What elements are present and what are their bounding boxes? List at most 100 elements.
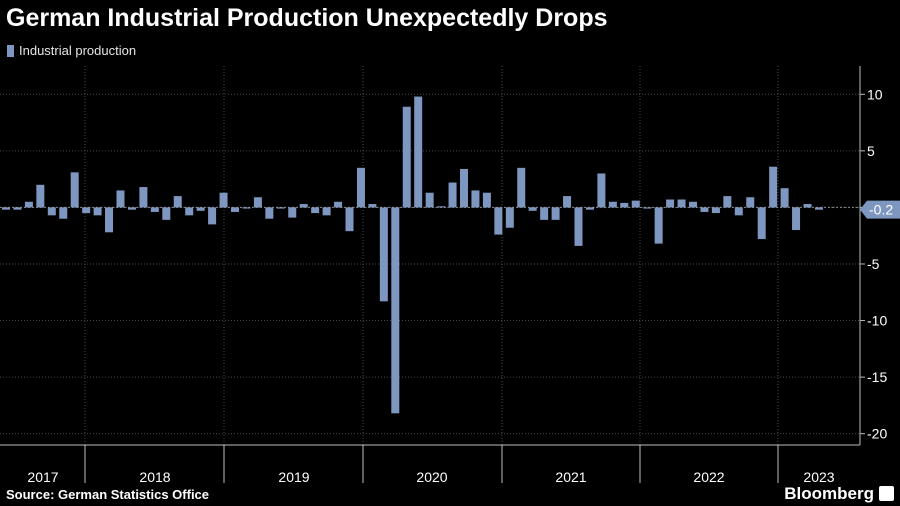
bar — [334, 201, 343, 208]
bar — [276, 207, 285, 209]
bar — [585, 207, 594, 210]
bar — [448, 182, 457, 208]
bar — [127, 207, 136, 210]
x-tick-label: 2017 — [27, 469, 58, 485]
bar — [631, 200, 640, 208]
bar — [242, 207, 251, 209]
bar — [345, 207, 354, 232]
bar — [288, 207, 297, 218]
bar — [139, 187, 148, 208]
bar — [460, 168, 468, 208]
bar — [689, 201, 697, 208]
bar — [208, 207, 217, 225]
bar — [150, 207, 159, 212]
bar — [82, 207, 91, 214]
y-tick-label: 5 — [867, 143, 875, 159]
bar — [265, 207, 274, 219]
bar — [677, 199, 686, 208]
source-note: Source: German Statistics Office — [6, 487, 210, 502]
bar — [482, 192, 491, 208]
bar — [36, 184, 45, 208]
y-tick-label: -10 — [867, 313, 887, 329]
bloomberg-logo-icon — [879, 486, 894, 501]
bar — [196, 207, 205, 211]
last-value-callout: -0.2 — [860, 200, 900, 219]
bar — [368, 204, 377, 208]
bar — [356, 167, 365, 208]
x-tick-label: 2018 — [139, 469, 170, 485]
bar — [494, 207, 503, 235]
bar — [185, 207, 194, 216]
bar — [757, 207, 766, 240]
bar — [734, 207, 743, 216]
bar — [711, 207, 720, 214]
bar — [425, 192, 434, 208]
bar — [643, 207, 652, 209]
bar — [528, 207, 537, 211]
bar — [311, 207, 320, 214]
bar — [105, 207, 114, 233]
y-tick-label: 10 — [867, 86, 883, 102]
bar — [597, 173, 606, 208]
bar — [173, 196, 182, 208]
x-tick-label: 2021 — [555, 469, 586, 485]
bar — [471, 190, 480, 208]
bar — [116, 190, 125, 208]
bar — [517, 167, 526, 208]
chart-title: German Industrial Production Unexpectedl… — [6, 4, 608, 32]
x-tick-label: 2019 — [278, 469, 309, 485]
y-tick-label: -20 — [867, 426, 887, 442]
bar — [551, 207, 560, 220]
y-tick-label: -5 — [867, 256, 880, 272]
bar — [402, 106, 411, 208]
x-tick-label: 2023 — [803, 469, 834, 485]
bar — [162, 207, 171, 220]
axes — [0, 66, 865, 483]
last-value-label: -0.2 — [869, 202, 893, 218]
bar — [540, 207, 549, 220]
x-tick-label: 2020 — [416, 469, 447, 485]
bar — [505, 207, 514, 228]
bar — [13, 207, 22, 210]
bar — [780, 188, 789, 208]
bar — [299, 204, 308, 208]
bar — [608, 201, 617, 208]
bar — [414, 96, 423, 208]
bar — [379, 207, 388, 302]
bar — [723, 196, 732, 208]
bar — [59, 207, 68, 219]
bars — [2, 96, 823, 414]
bar — [803, 204, 812, 208]
bar — [792, 207, 801, 231]
bar — [437, 206, 446, 208]
bar — [574, 207, 583, 246]
y-tick-label: -15 — [867, 369, 887, 385]
bar — [231, 207, 239, 212]
legend-label: Industrial production — [19, 43, 137, 58]
bar — [769, 166, 778, 208]
bloomberg-logo: Bloomberg — [784, 484, 874, 503]
bar — [563, 196, 572, 208]
bar — [93, 207, 102, 216]
bar — [654, 207, 663, 244]
bar — [620, 202, 629, 208]
bar — [70, 172, 79, 208]
x-tick-label: 2022 — [693, 469, 724, 485]
grid-lines — [0, 66, 860, 445]
last-value-marker — [860, 200, 900, 219]
bar — [700, 207, 709, 212]
bar — [666, 199, 675, 208]
bar — [219, 192, 228, 208]
bar — [2, 207, 10, 210]
legend-swatch — [7, 44, 14, 57]
bar — [391, 207, 400, 414]
bar — [24, 201, 33, 208]
bar — [253, 197, 262, 208]
axis-labels: 1050-5-10-15-202017201820192020202120222… — [27, 86, 900, 485]
bar — [47, 207, 56, 216]
bar — [814, 207, 823, 210]
bar — [746, 197, 755, 208]
bar — [322, 207, 331, 216]
legend: Industrial production — [7, 43, 136, 58]
